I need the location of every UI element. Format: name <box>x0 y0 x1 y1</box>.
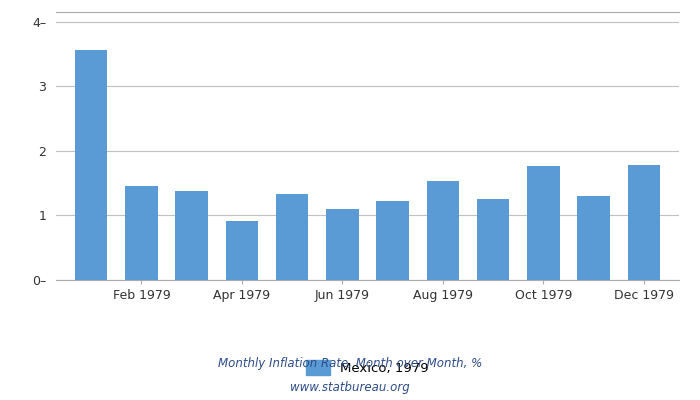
Bar <box>627 165 660 280</box>
Bar <box>326 209 358 280</box>
Bar <box>175 191 208 280</box>
Bar <box>225 221 258 280</box>
Bar <box>426 181 459 280</box>
Bar <box>276 194 309 280</box>
Legend: Mexico, 1979: Mexico, 1979 <box>306 360 429 375</box>
Bar <box>477 199 510 280</box>
Bar <box>578 196 610 280</box>
Bar <box>125 186 158 280</box>
Text: Monthly Inflation Rate, Month over Month, %: Monthly Inflation Rate, Month over Month… <box>218 358 482 370</box>
Text: www.statbureau.org: www.statbureau.org <box>290 382 410 394</box>
Bar <box>75 50 108 280</box>
Bar <box>377 201 409 280</box>
Bar <box>527 166 560 280</box>
